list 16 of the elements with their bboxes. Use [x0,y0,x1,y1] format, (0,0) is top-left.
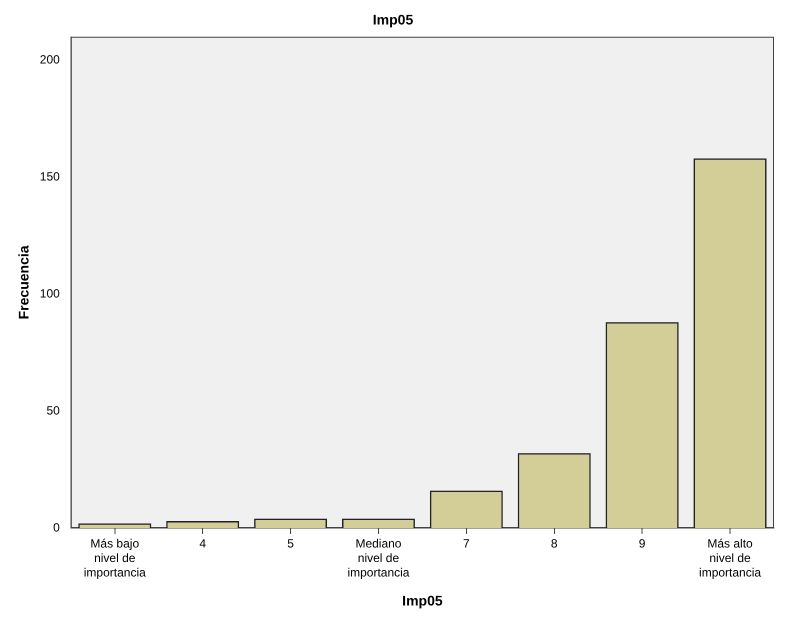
x-tick-label: Mediano nivel de importancia [347,536,410,580]
y-tick-label: 50 [46,403,60,418]
chart-title: Imp05 [372,11,414,28]
y-tick-label: 100 [40,286,60,300]
x-tick-label: Más bajo nivel de importancia [84,536,146,580]
x-tick-label: 9 [638,536,646,551]
y-tick-label: 0 [53,520,60,534]
x-tick-label: Más alto nivel de importancia [699,536,762,580]
x-tick-label: 5 [287,536,294,551]
y-tick-label: 200 [40,52,60,67]
x-tick-label: 8 [550,536,558,551]
x-axis-title: Imp05 [402,592,443,608]
x-tick-label: 4 [199,536,206,551]
y-tick-label: 150 [40,169,60,184]
y-axis-title: Frecuencia [15,245,32,320]
x-tick-label: 7 [463,536,470,551]
